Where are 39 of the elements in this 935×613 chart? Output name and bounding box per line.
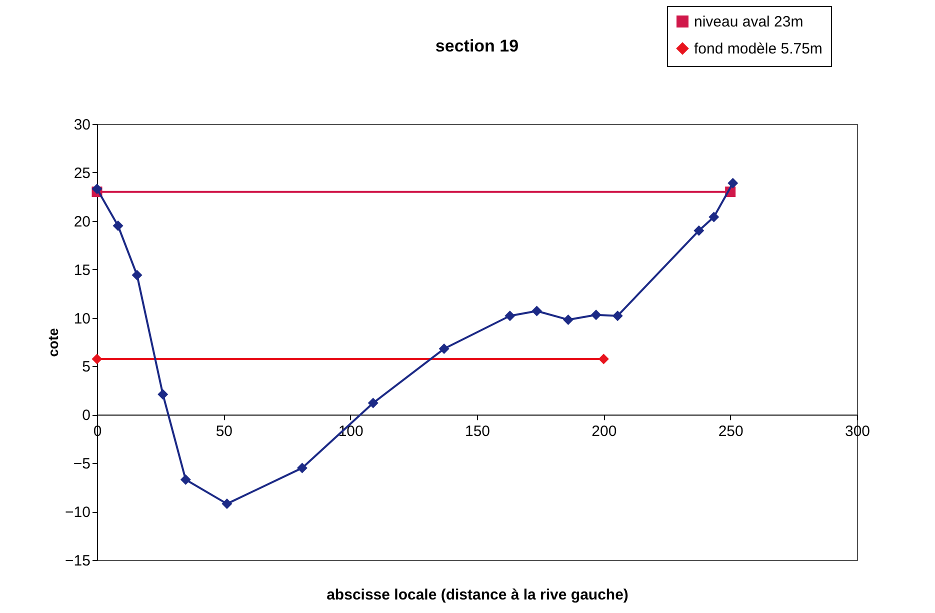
point [532, 306, 542, 316]
point [296, 462, 308, 474]
point [180, 474, 191, 485]
y-axis-title: cote [45, 328, 62, 357]
y-tick-label: 0 [82, 407, 90, 424]
x-tick-label: 200 [592, 423, 617, 440]
point [612, 310, 623, 322]
y-tick-label: −5 [73, 456, 90, 473]
point [158, 389, 168, 400]
y-tick-label: −15 [65, 552, 90, 570]
point [590, 310, 602, 320]
point [92, 184, 102, 194]
point [92, 354, 102, 364]
x-tick-label: 150 [464, 423, 490, 440]
point [368, 398, 378, 408]
point [598, 354, 609, 364]
x-axis-title: abscisse locale (distance à la rive gauche) [326, 586, 628, 604]
y-tick-label: 10 [74, 310, 90, 328]
legend-label: niveau aval 23m [694, 14, 804, 30]
point [132, 270, 142, 280]
point [728, 178, 738, 188]
point [112, 220, 124, 231]
legend-label: fond modèle 5.75m [694, 40, 822, 58]
point [222, 498, 232, 510]
chart-title: section 19 [435, 36, 519, 56]
y-tick-label: 30 [74, 116, 90, 134]
point [438, 344, 450, 354]
y-tick-label: 5 [82, 358, 90, 376]
y-tick-label: −10 [65, 504, 90, 522]
point [504, 310, 516, 322]
point [562, 314, 574, 325]
y-tick-label: 25 [74, 164, 90, 182]
y-tick-label: 15 [74, 262, 90, 279]
x-tick-label: 250 [718, 423, 744, 440]
x-tick-label: 100 [338, 423, 364, 440]
x-tick-label: 50 [216, 423, 233, 440]
y-tick-label: 20 [74, 213, 90, 230]
point [708, 212, 720, 222]
point [694, 225, 704, 236]
